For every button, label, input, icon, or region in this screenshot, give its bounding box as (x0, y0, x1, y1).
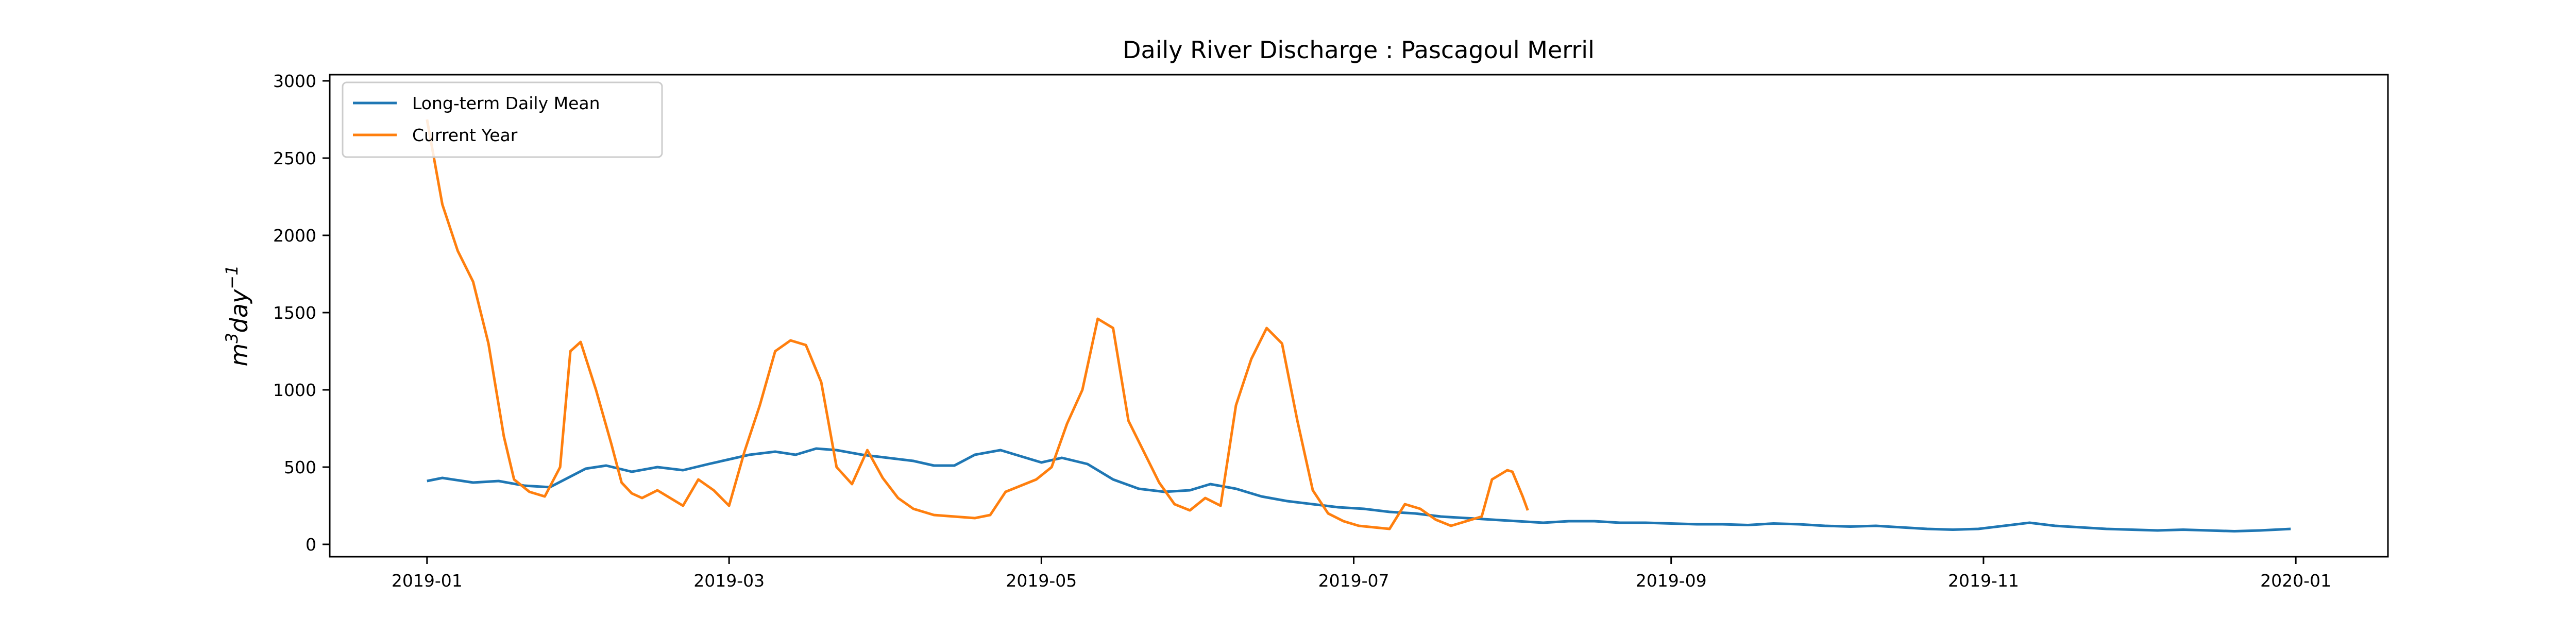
x-tick-label: 2019-01 (392, 571, 463, 591)
y-tick-label: 2500 (273, 148, 316, 168)
series-line-long-term-daily-mean (427, 447, 2291, 533)
series-layer (426, 119, 2291, 533)
y-axis-label: m3day−1 (222, 265, 253, 367)
x-tick-label: 2020-01 (2260, 571, 2331, 591)
x-tick-label: 2019-05 (1006, 571, 1077, 591)
plot-area (426, 119, 2291, 533)
y-axis: 0 500 1000 1500 2000 2500 3000 (273, 71, 330, 555)
y-tick-label: 1000 (273, 380, 316, 400)
y-tick-label: 1500 (273, 303, 316, 323)
x-tick-label: 2019-03 (693, 571, 765, 591)
y-tick-label: 0 (306, 535, 316, 555)
series-line-current-year (426, 119, 1529, 530)
y-tick-label: 3000 (273, 71, 316, 91)
legend-label-current-year: Current Year (412, 125, 518, 145)
chart-title: Daily River Discharge : Pascagoul Merril (1123, 36, 1595, 64)
legend-label-long-term: Long-term Daily Mean (412, 93, 600, 113)
x-tick-label: 2019-07 (1318, 571, 1389, 591)
y-tick-label: 2000 (273, 226, 316, 246)
legend-box (342, 81, 663, 158)
x-axis: 2019-01 2019-03 2019-05 2019-07 2019-09 2019-… (392, 557, 2331, 591)
plot-frame (329, 74, 2389, 558)
x-tick-label: 2019-11 (1948, 571, 2019, 591)
y-tick-label: 500 (284, 457, 316, 477)
x-tick-label: 2019-09 (1636, 571, 1707, 591)
legend: Long-term Daily Mean Current Year (342, 81, 663, 158)
